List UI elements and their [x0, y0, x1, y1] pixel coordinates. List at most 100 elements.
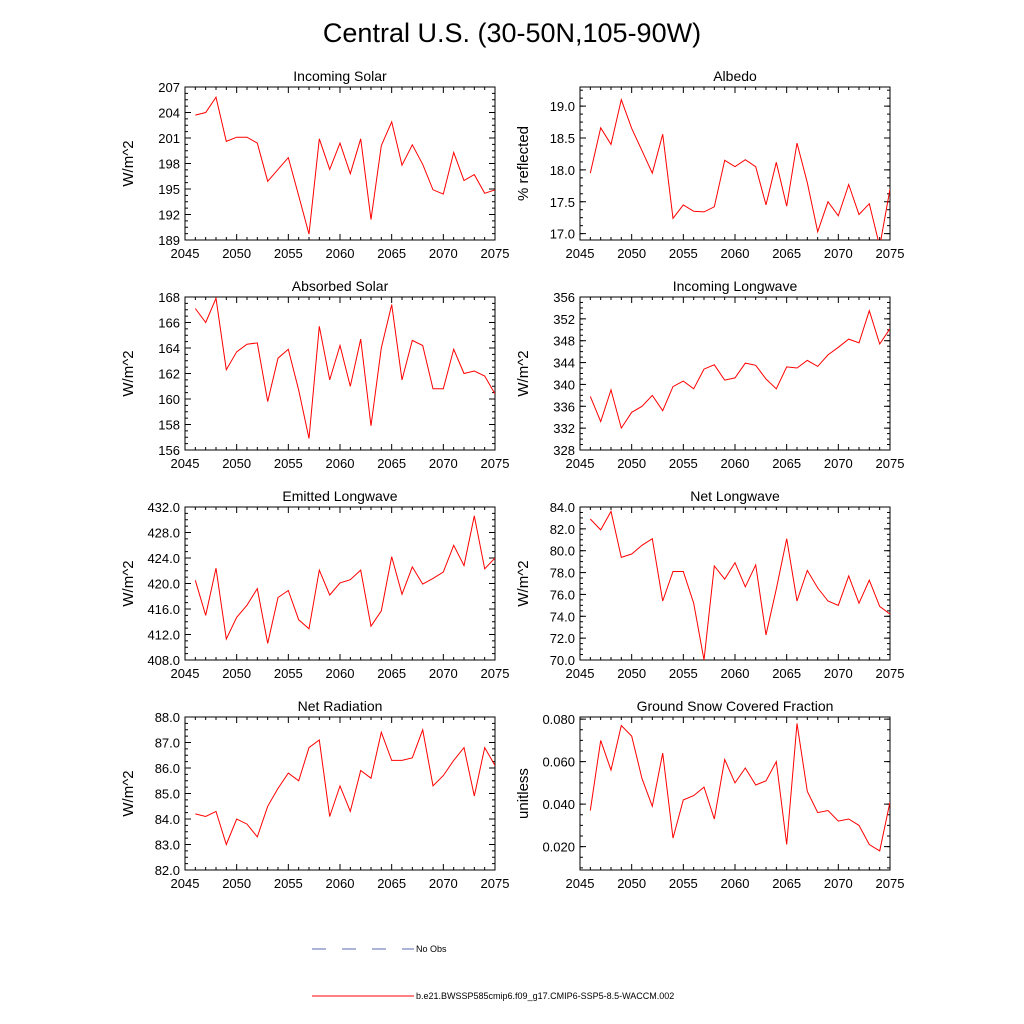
y-tick-label: 162 — [158, 367, 180, 382]
x-tick-label: 2065 — [377, 456, 406, 471]
x-tick-label: 2045 — [566, 456, 595, 471]
x-tick-label: 2055 — [274, 246, 303, 261]
y-tick-label: 432.0 — [147, 500, 180, 515]
x-tick-label: 2050 — [222, 456, 251, 471]
x-tick-label: 2070 — [429, 666, 458, 681]
y-tick-label: 78.0 — [550, 566, 575, 581]
x-tick-label: 2050 — [222, 666, 251, 681]
chart-panel-7: Net Radiation 2045 2050 2055 2060 2065 2070 207… — [120, 698, 509, 891]
x-tick-label: 2060 — [326, 876, 355, 891]
y-tick-label: 166 — [158, 316, 180, 331]
x-tick-label: 2050 — [617, 876, 646, 891]
x-tick-label: 2045 — [171, 456, 200, 471]
series-line — [589, 97, 890, 240]
y-tick-label: 356 — [553, 290, 575, 305]
x-tick-label: 2060 — [326, 456, 355, 471]
chart-panel-3: Absorbed Solar 2045 2050 2055 2060 2065 2070 20… — [120, 278, 509, 471]
legend-model-label: b.e21.BWSSP585cmip6.f09_g17.CMIP6-SSP5-8… — [416, 991, 674, 1001]
chart-panel-5: Emitted Longwave 2045 2050 2055 2060 2065 2070… — [120, 488, 509, 681]
x-tick-label: 2050 — [222, 246, 251, 261]
chart-title: Net Longwave — [690, 488, 780, 504]
x-tick-label: 2055 — [669, 876, 698, 891]
plot-frame — [579, 716, 891, 871]
series-line — [194, 515, 495, 644]
x-tick-label: 2055 — [274, 456, 303, 471]
y-tick-label: 76.0 — [550, 587, 575, 602]
y-tick-label: 207 — [158, 80, 180, 95]
series-line — [589, 309, 890, 430]
x-tick-label: 2065 — [772, 456, 801, 471]
plot-frame — [184, 86, 496, 241]
x-tick-label: 2075 — [481, 456, 510, 471]
chart-title: Absorbed Solar — [292, 278, 389, 294]
y-tick-label: 344 — [553, 356, 575, 371]
x-tick-label: 2060 — [721, 456, 750, 471]
y-tick-label: 195 — [158, 182, 180, 197]
y-tick-label: 80.0 — [550, 544, 575, 559]
x-tick-label: 2045 — [566, 666, 595, 681]
x-tick-label: 2075 — [481, 666, 510, 681]
x-tick-label: 2045 — [171, 876, 200, 891]
series-line — [589, 510, 890, 660]
x-tick-label: 2075 — [481, 246, 510, 261]
y-tick-label: 84.0 — [155, 812, 180, 827]
y-tick-label: 428.0 — [147, 526, 180, 541]
chart-panel-4: Incoming Longwave 2045 2050 2055 2060 2065 207… — [515, 278, 904, 471]
plot-frame — [579, 296, 891, 451]
y-tick-label: 198 — [158, 157, 180, 172]
y-tick-label: 420.0 — [147, 577, 180, 592]
y-tick-label: 204 — [158, 106, 180, 121]
chart-panel-2: Albedo 2045 2050 2055 2060 2065 2070 2075 17.0 17… — [515, 68, 904, 261]
chart-title: Incoming Longwave — [673, 278, 798, 294]
y-axis-label: W/m^2 — [120, 140, 137, 186]
y-tick-label: 424.0 — [147, 551, 180, 566]
y-tick-label: 412.0 — [147, 628, 180, 643]
x-tick-label: 2070 — [429, 876, 458, 891]
y-tick-label: 0.040 — [542, 797, 575, 812]
x-tick-label: 2075 — [876, 456, 905, 471]
plot-frame — [184, 296, 496, 451]
x-tick-label: 2050 — [617, 456, 646, 471]
x-tick-label: 2070 — [824, 246, 853, 261]
chart-title: Net Radiation — [298, 698, 383, 714]
x-tick-label: 2060 — [326, 246, 355, 261]
x-tick-label: 2055 — [669, 246, 698, 261]
y-tick-label: 17.5 — [550, 195, 575, 210]
x-tick-label: 2070 — [429, 246, 458, 261]
x-tick-label: 2065 — [377, 876, 406, 891]
y-tick-label: 352 — [553, 312, 575, 327]
x-tick-label: 2065 — [377, 666, 406, 681]
y-tick-label: 82.0 — [550, 522, 575, 537]
y-axis-label: W/m^2 — [120, 770, 137, 816]
x-tick-label: 2065 — [772, 666, 801, 681]
x-tick-label: 2060 — [721, 876, 750, 891]
y-tick-label: 416.0 — [147, 602, 180, 617]
y-tick-label: 336 — [553, 399, 575, 414]
x-tick-label: 2045 — [566, 246, 595, 261]
chart-title: Ground Snow Covered Fraction — [637, 698, 834, 714]
y-tick-label: 160 — [158, 392, 180, 407]
y-axis-label: unitless — [515, 768, 532, 819]
chart-panel-8: Ground Snow Covered Fraction 2045 2050 2055… — [515, 698, 904, 891]
legend: No Obs b.e21.BWSSP585cmip6.f09_g17.CMIP6… — [312, 944, 674, 1001]
x-tick-label: 2050 — [222, 876, 251, 891]
y-tick-label: 189 — [158, 233, 180, 248]
y-tick-label: 88.0 — [155, 710, 180, 725]
x-tick-label: 2050 — [617, 246, 646, 261]
y-axis-label: W/m^2 — [515, 560, 532, 606]
y-axis-label: W/m^2 — [515, 350, 532, 396]
y-tick-label: 87.0 — [155, 736, 180, 751]
chart-panel-1: Incoming Solar 2045 2050 2055 2060 2065 2070 20… — [120, 68, 509, 261]
x-tick-label: 2045 — [171, 246, 200, 261]
y-tick-label: 0.020 — [542, 840, 575, 855]
y-tick-label: 340 — [553, 377, 575, 392]
y-tick-label: 83.0 — [155, 838, 180, 853]
x-tick-label: 2045 — [171, 666, 200, 681]
plot-frame — [579, 86, 891, 241]
y-tick-label: 158 — [158, 418, 180, 433]
x-tick-label: 2045 — [566, 876, 595, 891]
chart-title: Albedo — [713, 68, 757, 84]
x-tick-label: 2060 — [326, 666, 355, 681]
chart-panel-6: Net Longwave 2045 2050 2055 2060 2065 2070 2075… — [515, 488, 904, 681]
y-tick-label: 19.0 — [550, 99, 575, 114]
